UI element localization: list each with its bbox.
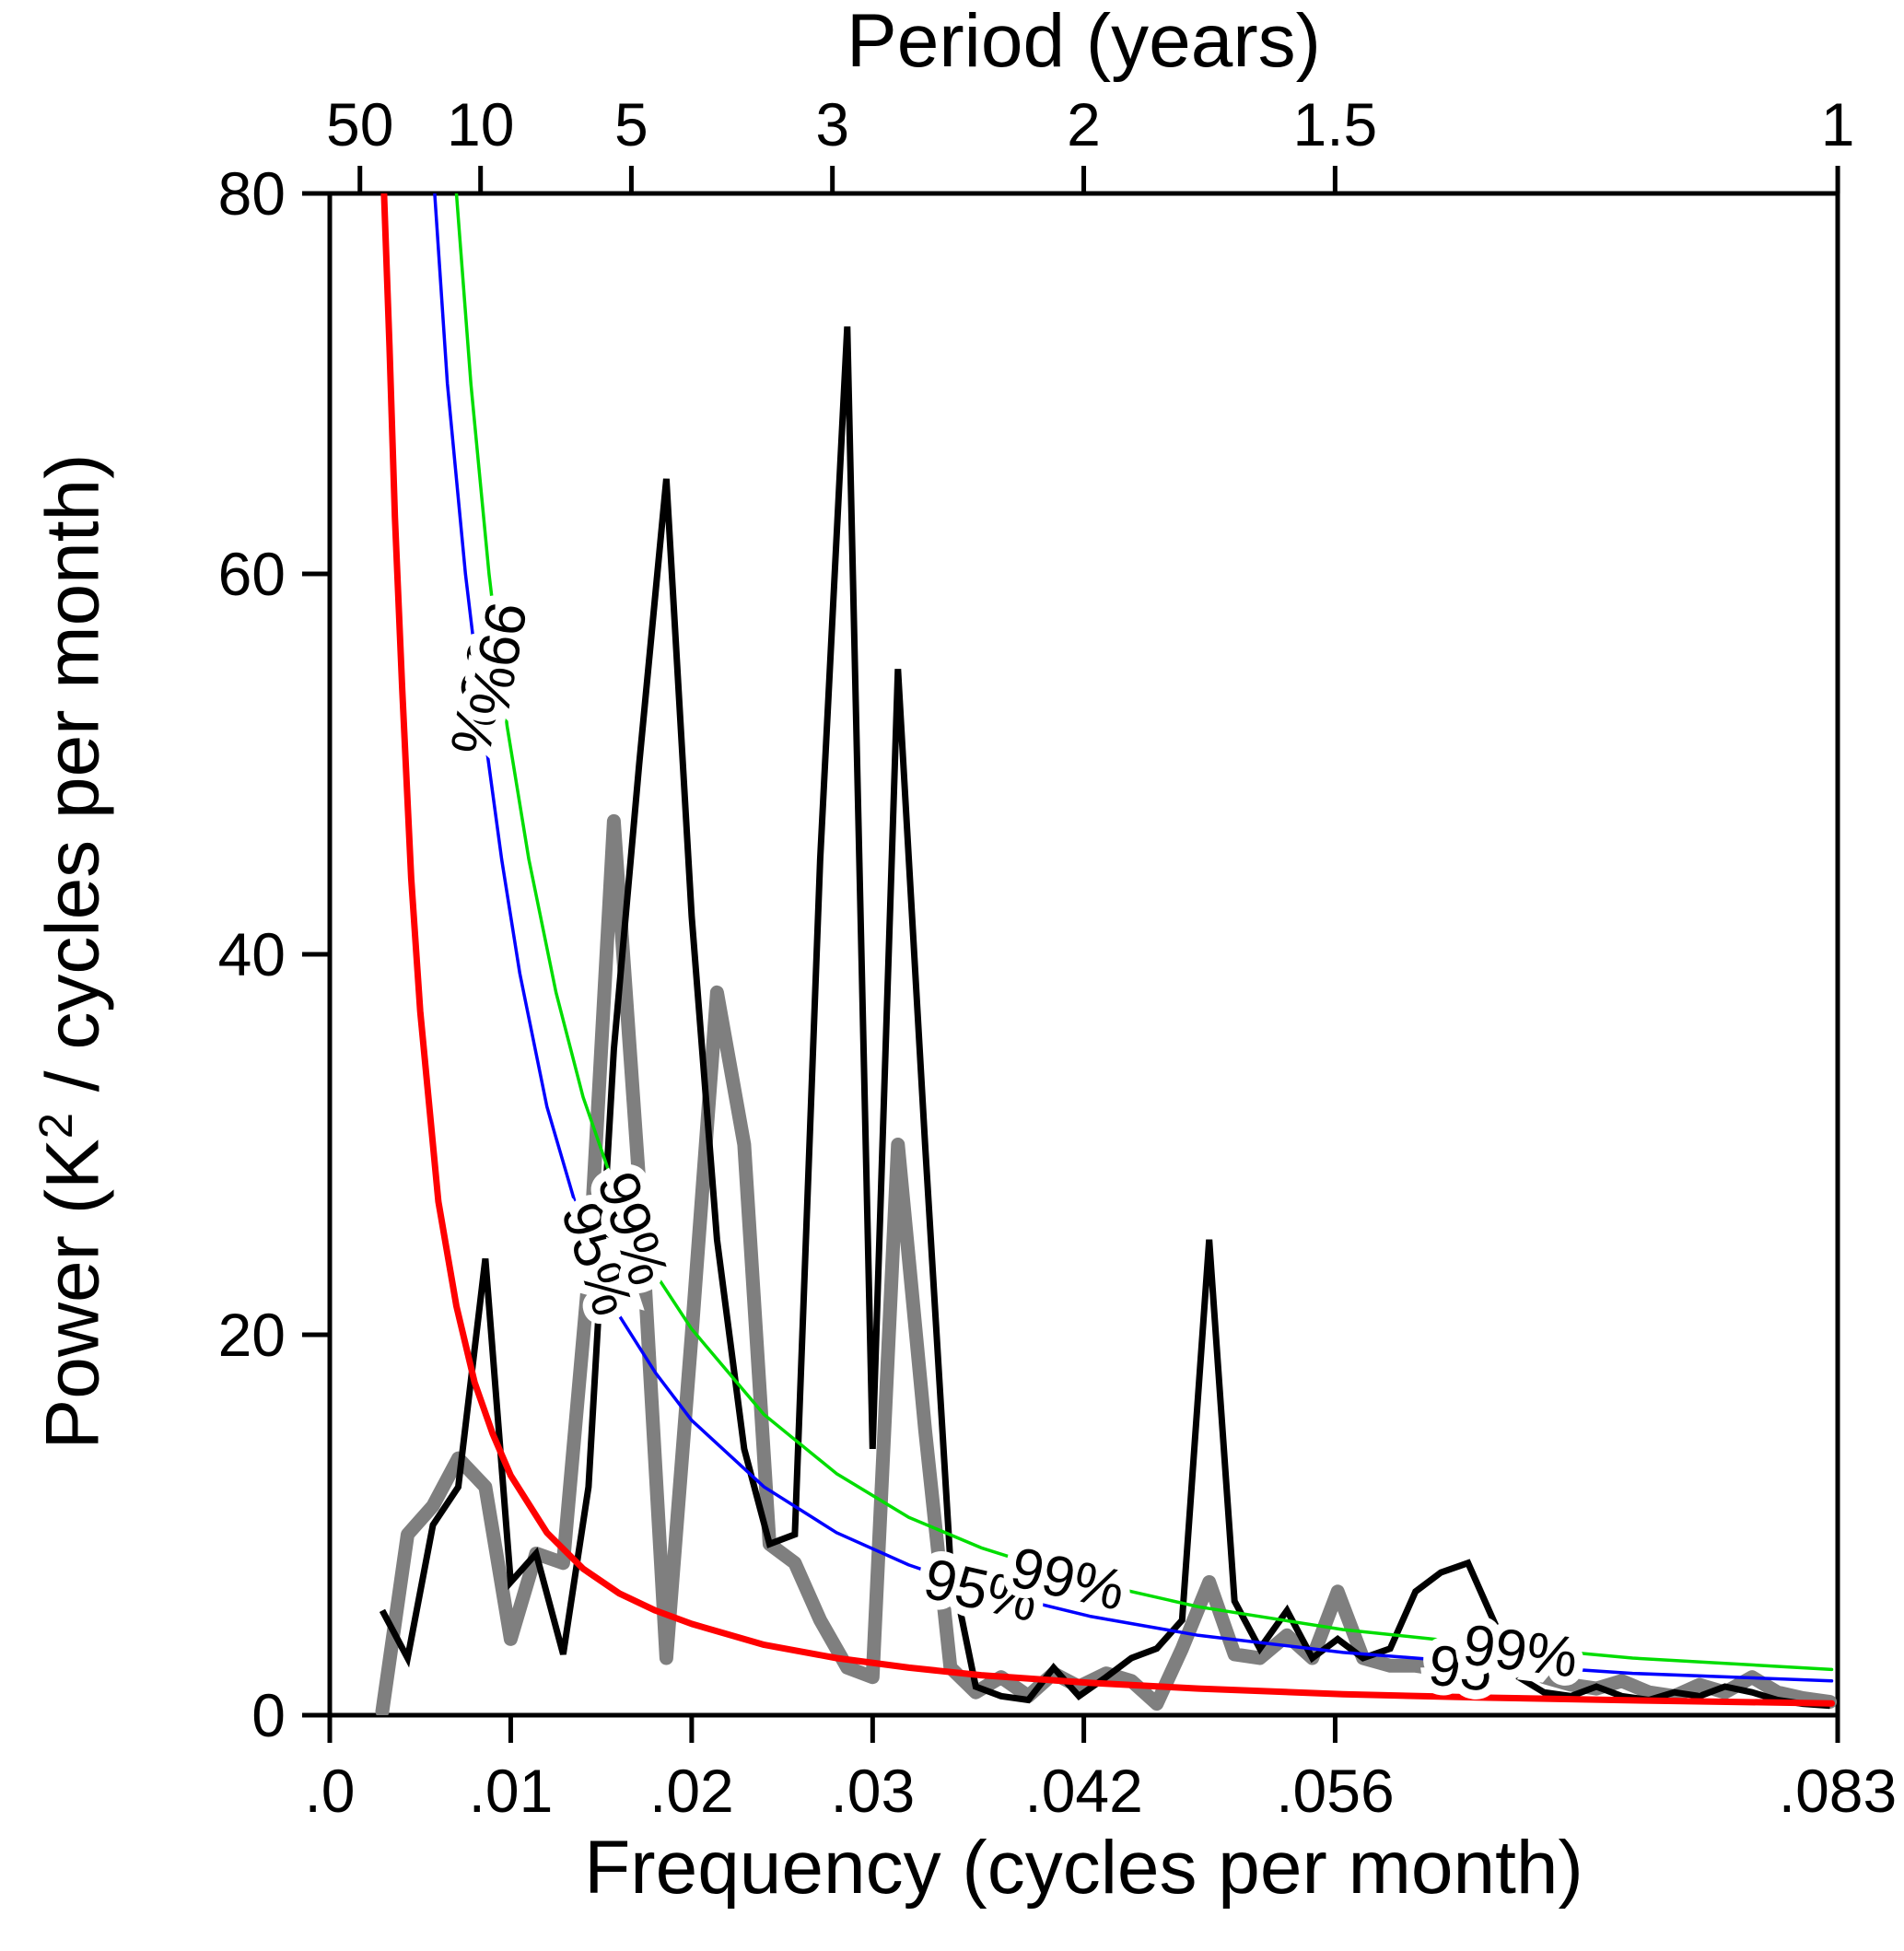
y-tick-label: 20 — [218, 1301, 286, 1369]
x-tick-label: .083 — [1779, 1757, 1897, 1825]
top-axis-title: Period (years) — [847, 0, 1321, 83]
series-conf99 — [454, 193, 1834, 1672]
y-tick-label: 60 — [218, 540, 286, 608]
x-tick-label: .02 — [649, 1757, 734, 1825]
top-tick-label: 50 — [326, 90, 393, 158]
x-tick-label: .042 — [1024, 1757, 1142, 1825]
y-tick-label: 80 — [218, 159, 286, 228]
top-tick-label: 3 — [815, 90, 849, 158]
confidence-label: 99% — [456, 598, 539, 721]
series-spectrum — [379, 326, 1830, 1710]
confidence-label: 95 — [1425, 1633, 1496, 1704]
confidence-label: 99% — [1460, 1613, 1582, 1690]
top-tick-label: 5 — [614, 90, 648, 158]
x-tick-label: .056 — [1276, 1757, 1394, 1825]
top-tick-label: 1 — [1821, 90, 1855, 158]
top-tick-label: 10 — [447, 90, 514, 158]
x-axis-title: Frequency (cycles per month) — [584, 1826, 1583, 1910]
x-tick-label: .0 — [304, 1757, 355, 1825]
y-tick-label: 0 — [251, 1681, 286, 1749]
y-tick-label: 40 — [218, 920, 286, 988]
series-red-noise — [380, 193, 1835, 1707]
x-tick-label: .03 — [830, 1757, 915, 1825]
top-tick-label: 1.5 — [1293, 90, 1378, 158]
plot-frame — [327, 191, 1840, 1718]
top-tick-label: 2 — [1067, 90, 1101, 158]
series-conf95 — [433, 193, 1834, 1683]
x-tick-label: .01 — [469, 1757, 554, 1825]
confidence-label-group: 99%99% — [447, 589, 548, 730]
